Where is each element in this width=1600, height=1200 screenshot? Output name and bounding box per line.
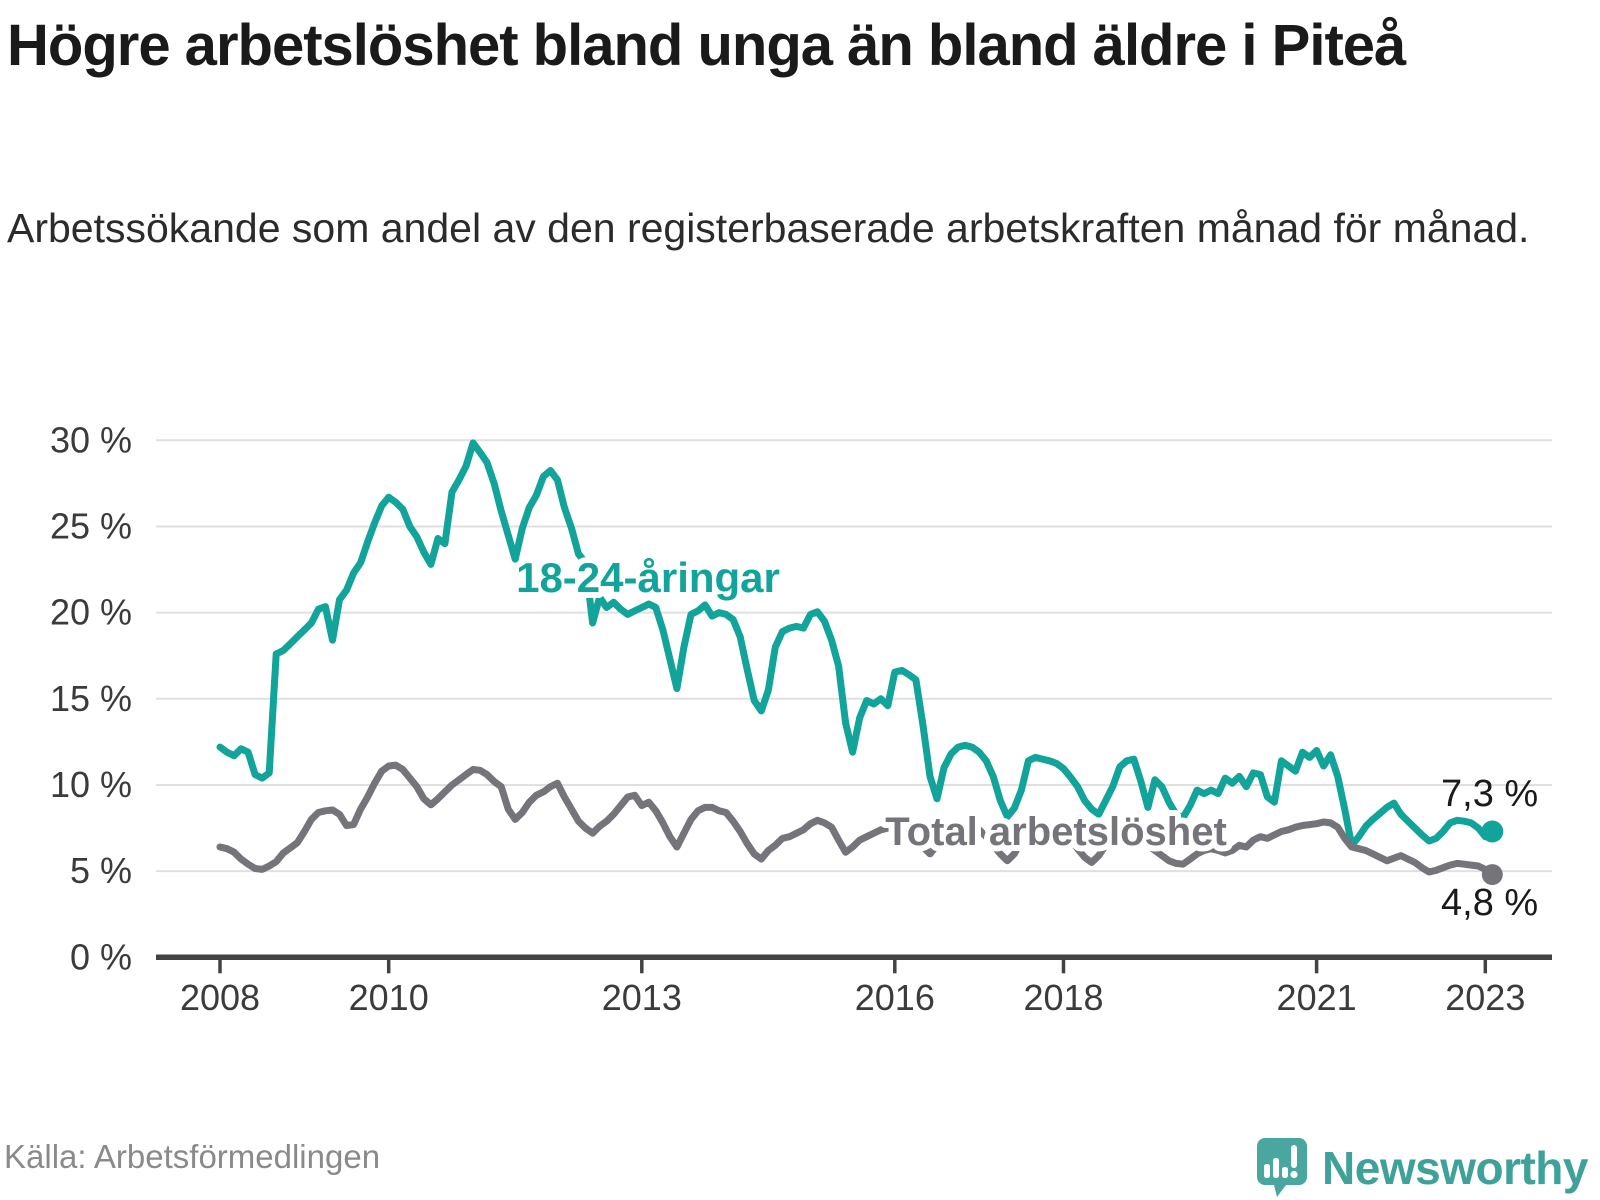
end-value-label-youth: 7,3 %	[1441, 773, 1538, 815]
series-line-youth	[216, 439, 1496, 849]
series-label-total: Total arbetslöshet	[885, 810, 1227, 854]
logo-exclamation	[1291, 1145, 1298, 1168]
source-note: Källa: Arbetsförmedlingen	[4, 1138, 381, 1175]
logo-bar-3	[1282, 1167, 1289, 1178]
x-tick-label-2008: 2008	[180, 977, 260, 1018]
newsworthy-logo-icon	[1257, 1138, 1308, 1197]
x-tick-label-2016: 2016	[855, 977, 935, 1018]
x-tick-label-2023: 2023	[1445, 977, 1525, 1018]
x-tick-label-2010: 2010	[349, 977, 429, 1018]
logo-bar-2	[1273, 1158, 1280, 1178]
x-tick-label-2018: 2018	[1023, 977, 1103, 1018]
y-tick-label-10: 10 %	[50, 764, 132, 805]
y-tick-label-30: 30 %	[50, 419, 132, 460]
y-tick-label-0: 0 %	[70, 936, 132, 977]
chart-subtitle: Arbetssökande som andel av den registerb…	[7, 205, 1530, 251]
series-line-total	[216, 761, 1496, 879]
series-end-dot-total	[1481, 864, 1503, 886]
y-tick-label-15: 15 %	[50, 678, 132, 719]
series-label-youth: 18-24-åringar	[516, 554, 780, 601]
series-end-dot-youth	[1481, 820, 1504, 843]
y-tick-label-25: 25 %	[50, 506, 132, 547]
logo-bar-1	[1264, 1164, 1271, 1178]
x-tick-label-2021: 2021	[1277, 977, 1357, 1018]
brand: Newsworthy	[1256, 1136, 1588, 1200]
brand-name: Newsworthy	[1322, 1142, 1588, 1194]
y-tick-label-20: 20 %	[50, 592, 132, 633]
x-tick-label-2013: 2013	[602, 977, 682, 1018]
y-tick-label-5: 5 %	[70, 850, 132, 891]
end-value-label-total: 4,8 %	[1441, 882, 1538, 924]
chart-title: Högre arbetslöshet bland unga än bland ä…	[7, 13, 1406, 78]
